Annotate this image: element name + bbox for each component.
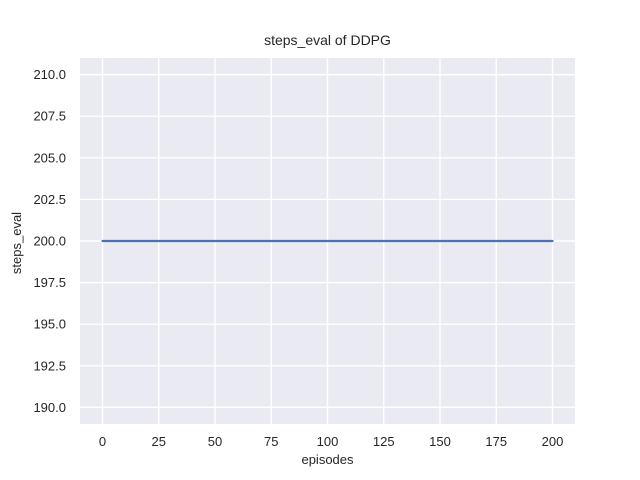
x-axis-label: episodes xyxy=(301,452,354,467)
y-tick-label: 207.5 xyxy=(33,109,66,124)
x-tick-label: 150 xyxy=(429,434,451,449)
x-tick-label: 175 xyxy=(485,434,507,449)
y-tick-label: 202.5 xyxy=(33,192,66,207)
y-tick-label: 210.0 xyxy=(33,67,66,82)
x-tick-label: 50 xyxy=(208,434,222,449)
y-axis-label: steps_eval xyxy=(9,211,24,275)
y-tick-label: 192.5 xyxy=(33,358,66,373)
x-tick-label: 200 xyxy=(542,434,564,449)
x-tick-label: 100 xyxy=(317,434,339,449)
x-tick-label: 25 xyxy=(152,434,166,449)
y-tick-label: 205.0 xyxy=(33,150,66,165)
y-tick-label: 197.5 xyxy=(33,275,66,290)
y-tick-label: 195.0 xyxy=(33,317,66,332)
y-tick-label: 200.0 xyxy=(33,234,66,249)
chart-title: steps_eval of DDPG xyxy=(264,32,391,48)
y-tick-label: 190.0 xyxy=(33,400,66,415)
x-tick-label: 75 xyxy=(264,434,278,449)
x-tick-label: 125 xyxy=(373,434,395,449)
x-tick-label: 0 xyxy=(99,434,106,449)
